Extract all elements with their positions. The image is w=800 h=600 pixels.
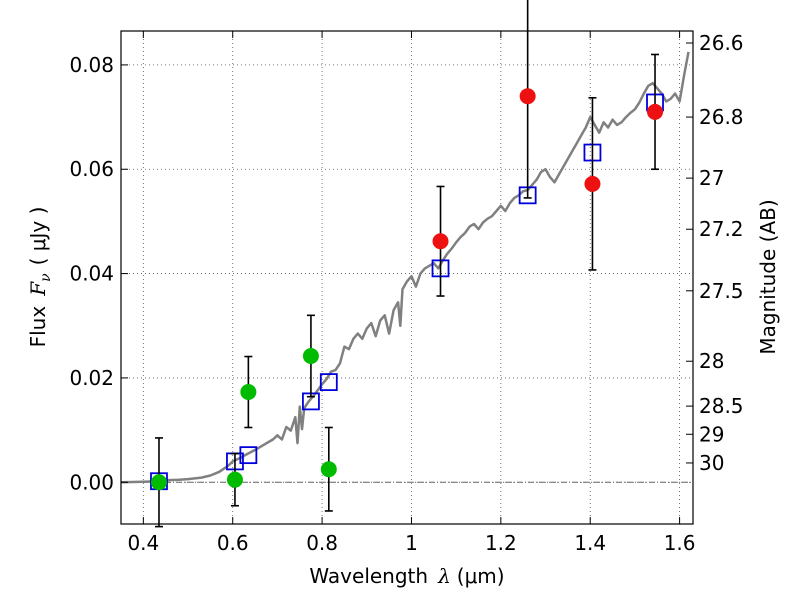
- y-tick-label: 0.04: [69, 262, 114, 286]
- right-tick-label: 28: [699, 349, 724, 373]
- x-tick-label: 1.2: [485, 531, 517, 555]
- green-data-point: [226, 471, 243, 488]
- right-tick-label: 30: [699, 451, 724, 475]
- right-tick-label: 27.2: [699, 217, 744, 241]
- model-box-point: [239, 446, 258, 465]
- y-axis-title: FluxFν( μJy ): [26, 207, 54, 348]
- right-tick-label: 27.5: [699, 279, 744, 303]
- right-tick-label: 29: [699, 422, 724, 446]
- x-tick-label: 1.4: [574, 531, 606, 555]
- red-data-point: [519, 88, 536, 105]
- ticks: 0.4 0.6 0.8 1 1.2 1.4 1.6 0.00 0.02 0.04 0.06 0.08 2…: [69, 31, 743, 555]
- right-tick-label: 26.6: [699, 31, 744, 55]
- plot-background: [121, 31, 693, 524]
- red-data-point: [647, 103, 664, 120]
- red-data-point: [584, 175, 601, 192]
- green-data-point: [240, 384, 257, 401]
- right-axis-title: Magnitude (AB): [756, 199, 780, 354]
- right-tick-label: 26.8: [699, 105, 744, 129]
- green-data-point: [302, 348, 319, 365]
- green-data-point: [320, 461, 337, 478]
- y-tick-label: 0.06: [69, 157, 114, 181]
- y-tick-label: 0.00: [69, 470, 114, 494]
- red-data-point: [432, 233, 449, 250]
- model-box-point: [319, 373, 338, 391]
- y-tick-label: 0.08: [69, 53, 114, 77]
- x-tick-label: 0.6: [217, 531, 249, 555]
- green-data-point: [150, 474, 167, 491]
- x-tick-label: 0.8: [306, 531, 338, 555]
- x-tick-label: 0.4: [127, 531, 159, 555]
- x-tick-label: 1.6: [664, 531, 696, 555]
- x-tick-label: 1: [405, 531, 418, 555]
- right-tick-label: 28.5: [699, 394, 744, 418]
- plot-frame: [120, 30, 694, 525]
- x-axis-title: Wavelength λ (μm): [309, 564, 504, 588]
- y-tick-label: 0.02: [69, 366, 114, 390]
- right-tick-label: 27: [699, 166, 724, 190]
- data-marks: [150, 0, 664, 528]
